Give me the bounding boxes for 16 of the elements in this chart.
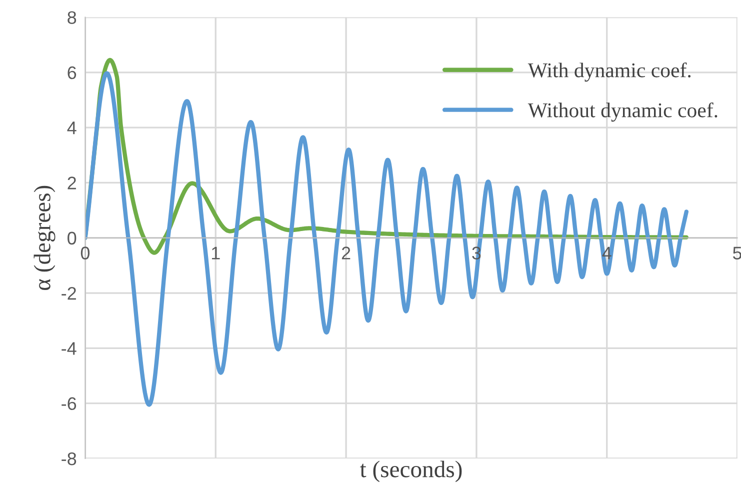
y-tick-label: -2 [62, 286, 76, 300]
legend-label: Without dynamic coef. [528, 102, 718, 122]
y-tick-label: 6 [68, 66, 76, 80]
x-tick-label: 0 [80, 246, 90, 260]
legend-label: With dynamic coef. [528, 62, 691, 82]
y-tick-label: 8 [68, 11, 76, 24]
y-axis-title: α (degrees) [34, 186, 56, 290]
y-tick-label: 0 [68, 232, 76, 245]
y-tick-label: 2 [68, 176, 76, 190]
x-tick-label: 2 [342, 246, 350, 260]
y-tick-label: -4 [62, 342, 76, 355]
y-tick-label: 4 [67, 122, 76, 134]
y-tick-label: -8 [62, 452, 76, 466]
x-tick-label: 1 [212, 246, 220, 260]
y-tick-label: -6 [62, 397, 76, 410]
x-axis-title: t (seconds) [360, 460, 462, 482]
